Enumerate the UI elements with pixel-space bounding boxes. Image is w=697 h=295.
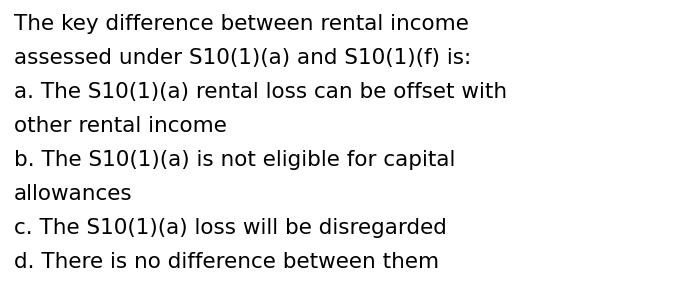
Text: other rental income: other rental income [14, 116, 227, 136]
Text: d. There is no difference between them: d. There is no difference between them [14, 252, 439, 272]
Text: c. The S10(1)(a) loss will be disregarded: c. The S10(1)(a) loss will be disregarde… [14, 218, 447, 238]
Text: The key difference between rental income: The key difference between rental income [14, 14, 469, 34]
Text: assessed under S10(1)(a) and S10(1)(f) is:: assessed under S10(1)(a) and S10(1)(f) i… [14, 48, 471, 68]
Text: a. The S10(1)(a) rental loss can be offset with: a. The S10(1)(a) rental loss can be offs… [14, 82, 507, 102]
Text: allowances: allowances [14, 184, 132, 204]
Text: b. The S10(1)(a) is not eligible for capital: b. The S10(1)(a) is not eligible for cap… [14, 150, 455, 170]
